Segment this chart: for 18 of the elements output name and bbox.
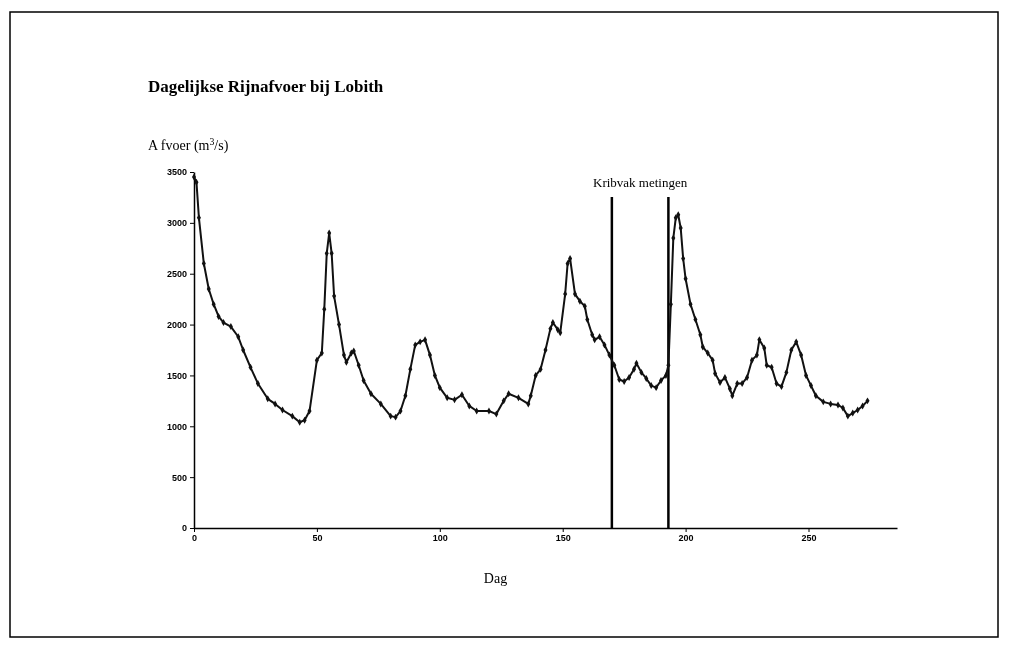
x-tick-label: 100 — [432, 533, 448, 544]
x-tick-label: 0 — [191, 533, 198, 544]
y-tick-label: 500 — [171, 472, 187, 483]
x-axis-title: Dag — [483, 571, 508, 586]
chart-title: Dagelijkse Rijnafvoer bij Lobith — [148, 77, 384, 96]
annotation: Kribvak metingen — [593, 174, 688, 190]
y-tick-label: 0 — [181, 523, 187, 534]
y-tick-label: 3500 — [166, 167, 187, 178]
x-tick-label: 200 — [678, 533, 694, 544]
y-tick-label: 1000 — [166, 421, 187, 432]
y-tick-label: 3000 — [166, 218, 187, 229]
x-tick-label: 50 — [312, 533, 323, 544]
y-axis-title: A fvoer (m$^{3}$/s) — [148, 135, 229, 154]
y-tick-label: 2500 — [166, 269, 187, 280]
x-tick-label: 250 — [801, 533, 817, 544]
y-tick-label: 2000 — [166, 319, 187, 330]
x-tick-label: 150 — [555, 533, 571, 544]
y-tick-label: 1500 — [166, 370, 187, 381]
